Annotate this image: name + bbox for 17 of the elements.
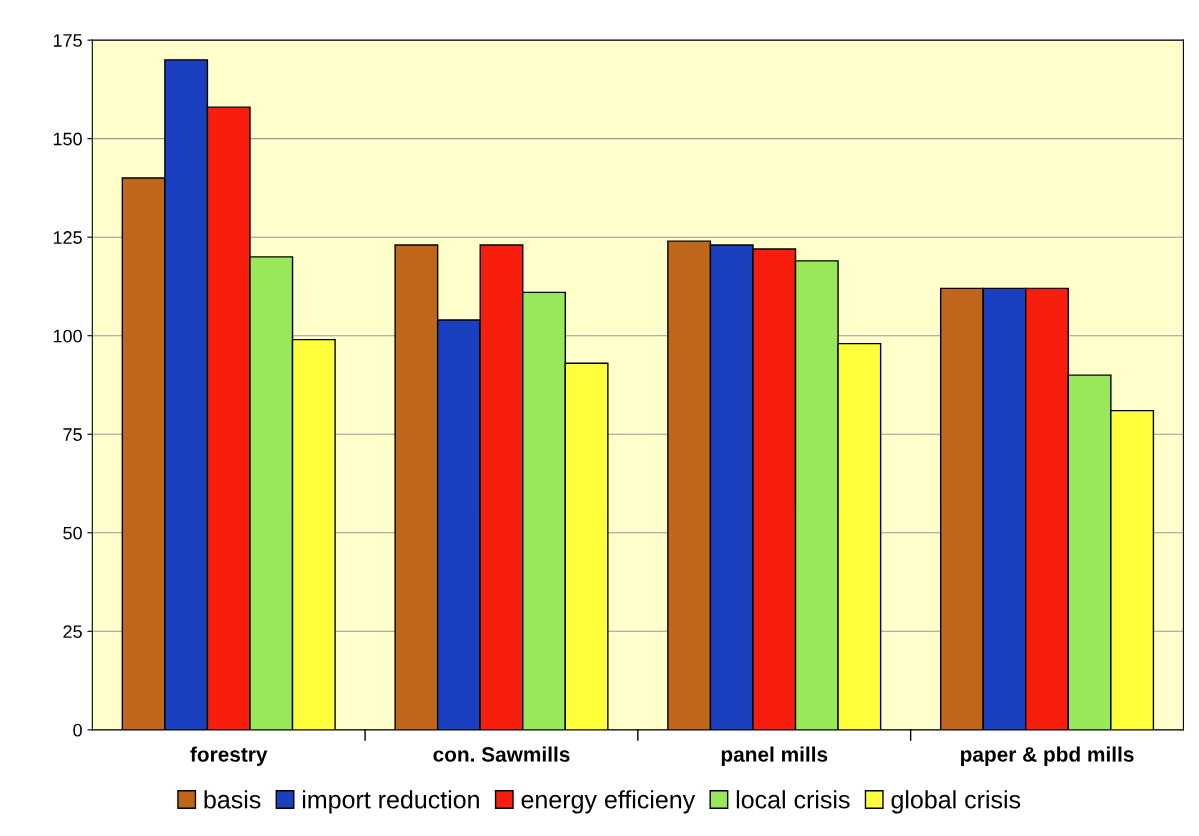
x-tick-label: panel mills — [721, 746, 828, 766]
legend-label: global crisis — [891, 790, 1021, 814]
y-tick-label: 75 — [63, 428, 82, 441]
y-tick-label: 150 — [53, 132, 82, 146]
y-tick-label: 50 — [63, 526, 82, 540]
legend-label: basis — [204, 790, 261, 809]
x-tick-label: paper & pbd mills — [961, 746, 1134, 766]
legend-label: energy efficieny — [521, 790, 696, 814]
y-tick-label: 0 — [73, 723, 82, 737]
y-tick-label: 175 — [53, 34, 82, 47]
y-tick-label: 100 — [53, 329, 82, 343]
y-tick-label: 25 — [63, 625, 82, 639]
x-tick-label: con. Sawmills — [433, 746, 570, 762]
legend-label: local crisis — [736, 790, 850, 809]
y-tick-label: 125 — [53, 231, 82, 244]
x-tick-label: forestry — [190, 746, 268, 766]
legend-label: import reduction — [302, 790, 479, 814]
